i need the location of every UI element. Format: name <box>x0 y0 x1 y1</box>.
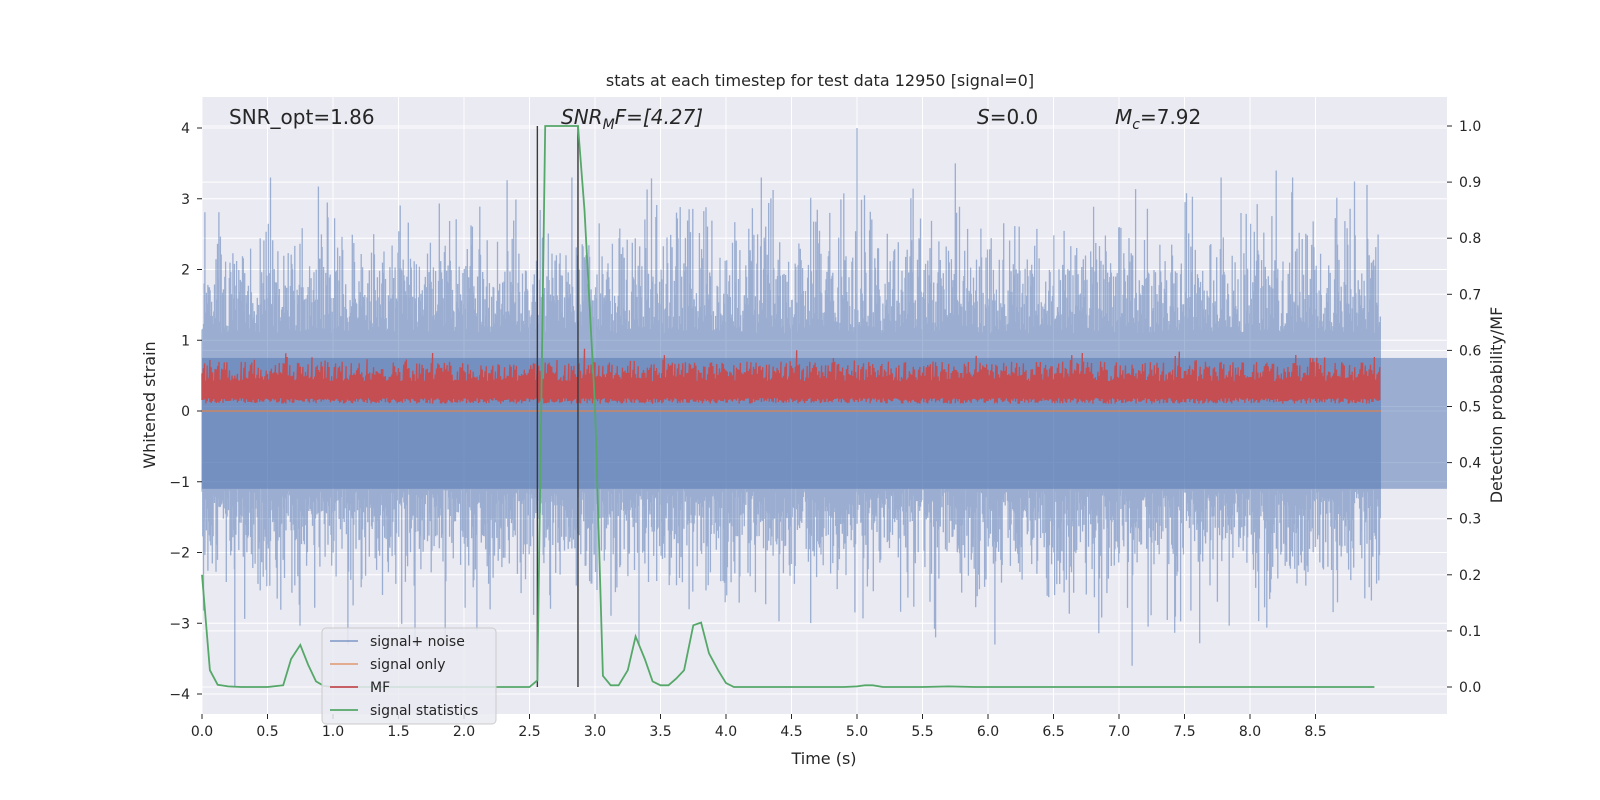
y-right-axis-ticks: 0.0 0.1 0.2 0.3 0.4 0.5 0.6 0.7 0.8 0.9 1.0 <box>1447 119 1481 696</box>
x-tick-label: 1.5 <box>387 724 409 740</box>
x-tick-label: 0.0 <box>191 724 213 740</box>
annotation-s-sym: S <box>977 105 990 129</box>
annotation-snr-mf-sym: SNR <box>561 105 603 129</box>
x-tick-label: 0.5 <box>256 724 278 740</box>
x-tick-label: 6.0 <box>977 724 999 740</box>
y-right-tick-label: 0.2 <box>1459 568 1481 584</box>
y-right-tick-label: 0.6 <box>1459 343 1481 359</box>
x-tick-label: 2.0 <box>453 724 475 740</box>
annotation-snr-opt: SNR_opt=1.86 <box>229 105 375 129</box>
annotation-mc-sym: M <box>1115 105 1132 129</box>
legend-label-signal-only: signal only <box>370 657 445 673</box>
y-left-tick-label: 4 <box>181 121 190 137</box>
y-right-tick-label: 1.0 <box>1459 119 1481 135</box>
vertical-markers <box>536 126 579 687</box>
x-tick-label: 8.0 <box>1239 724 1261 740</box>
annotation-mc: Mc=7.92 <box>1115 105 1201 133</box>
legend-label-signal-plus-noise: signal+ noise <box>370 634 465 650</box>
series-mf <box>201 348 1381 404</box>
legend-box <box>321 627 497 725</box>
legend-label-mf: MF <box>370 680 390 696</box>
y-left-tick-label: −4 <box>169 687 190 703</box>
annotation-snr-mf: SNRMF=[4.27] <box>561 105 703 133</box>
annotation-mc-rest: =7.92 <box>1140 105 1201 129</box>
legend: signal+ noise signal only MF signal stat… <box>321 627 497 725</box>
y-left-axis-ticks: −4 −3 −2 −1 0 1 2 3 4 <box>169 121 202 703</box>
y-right-tick-label: 0.5 <box>1459 400 1481 416</box>
x-tick-label: 7.5 <box>1173 724 1195 740</box>
y-right-tick-label: 0.1 <box>1459 624 1481 640</box>
y-right-tick-label: 0.8 <box>1459 231 1481 247</box>
x-tick-label: 4.5 <box>780 724 802 740</box>
annotation-snr-mf-rest: F=[4.27] <box>615 105 703 129</box>
x-tick-label: 3.0 <box>584 724 606 740</box>
y-right-tick-label: 0.3 <box>1459 512 1481 528</box>
x-tick-label: 7.0 <box>1108 724 1130 740</box>
chart-title: stats at each timestep for test data 129… <box>606 71 1034 90</box>
signal-statistics-line <box>201 125 1375 688</box>
y-left-tick-label: −3 <box>169 616 190 632</box>
annotation-s-value: S=0.0 <box>977 105 1038 129</box>
x-tick-label: 2.5 <box>518 724 540 740</box>
y-left-tick-label: 0 <box>181 404 190 420</box>
annotation-s-rest: =0.0 <box>990 105 1039 129</box>
y-right-tick-label: 0.4 <box>1459 456 1481 472</box>
mf-line <box>201 348 1381 404</box>
x-tick-label: 8.5 <box>1304 724 1326 740</box>
y-left-tick-label: −1 <box>169 475 190 491</box>
annotation-mc-sub: c <box>1132 117 1140 133</box>
y-right-tick-label: 0.0 <box>1459 680 1481 696</box>
y-left-tick-label: 3 <box>181 192 190 208</box>
x-tick-label: 3.5 <box>649 724 671 740</box>
y-left-tick-label: −2 <box>169 546 190 562</box>
y-right-tick-label: 0.7 <box>1459 287 1481 303</box>
x-tick-label: 6.5 <box>1042 724 1064 740</box>
x-tick-label: 1.0 <box>322 724 344 740</box>
y-right-tick-label: 0.9 <box>1459 175 1481 191</box>
x-tick-label: 5.0 <box>846 724 868 740</box>
y-left-tick-label: 2 <box>181 263 190 279</box>
y-left-tick-label: 1 <box>181 333 190 349</box>
x-tick-label: 5.5 <box>911 724 933 740</box>
y-left-axis-label: Whitened strain <box>140 341 159 468</box>
series-signal-statistics <box>201 125 1375 688</box>
x-axis-label: Time (s) <box>790 749 856 768</box>
annotation-snr-mf-sub: M <box>603 117 615 133</box>
y-right-axis-label: Detection probability/MF <box>1487 307 1506 504</box>
legend-label-signal-statistics: signal statistics <box>370 703 478 719</box>
x-tick-label: 4.0 <box>715 724 737 740</box>
x-axis-ticks: 0.0 0.5 1.0 1.5 2.0 2.5 3.0 3.5 4.0 4.5 5.0 5.5 6.0 6… <box>191 714 1327 740</box>
